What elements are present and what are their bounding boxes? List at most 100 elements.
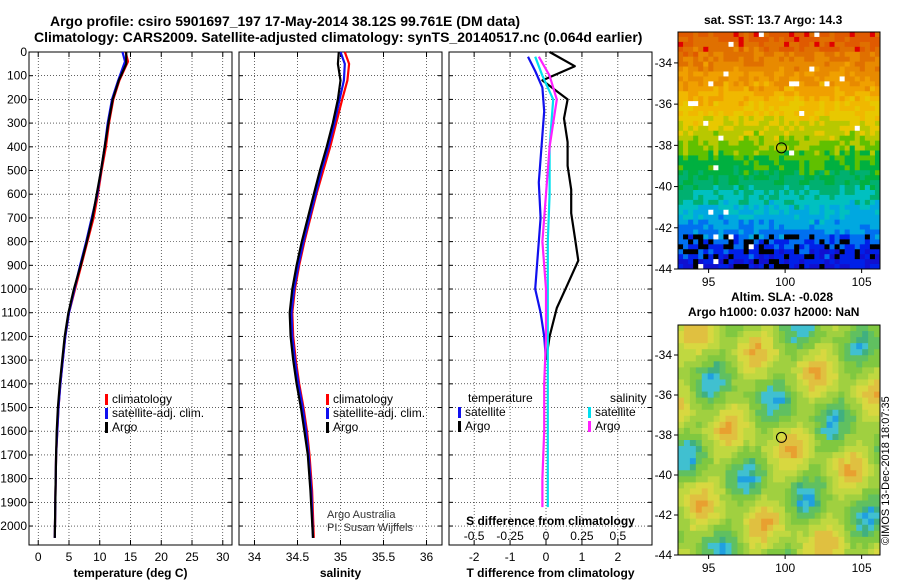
map-lat-label: -40	[655, 468, 673, 482]
legend-title-temperature: temperature	[468, 391, 533, 405]
y-tick-label: 1700	[0, 448, 27, 462]
map-lat-label: -44	[655, 262, 673, 276]
map-lon-label: 105	[852, 561, 872, 575]
y-tick-label: 800	[7, 235, 27, 249]
sst-map-frame	[677, 31, 881, 270]
legend-entry: satellite-adj. clim.	[333, 406, 425, 420]
x-top-tick-label: 0	[543, 529, 550, 543]
series-salinity-satellite	[534, 56, 555, 508]
map-lon-label: 95	[702, 561, 716, 575]
y-tick-label: 200	[7, 92, 27, 106]
annotation-text: PI: Susan Wijffels	[327, 522, 413, 534]
x-tick-label: 1	[579, 550, 586, 564]
x-top-tick-label: 0.25	[570, 529, 594, 543]
legend-entry: satellite-adj. clim.	[112, 406, 204, 420]
y-tick-label: 900	[7, 258, 27, 272]
map-lat-label: -42	[655, 221, 673, 235]
map-lat-label: -36	[655, 97, 673, 111]
legend-entry-swatch	[105, 408, 108, 419]
sla-map-title-line2: Argo h1000: 0.037 h2000: NaN	[688, 305, 860, 319]
sst-map	[677, 31, 881, 270]
x-tick-label: 30	[216, 550, 230, 564]
map-lat-label: -36	[655, 388, 673, 402]
y-tick-label: 300	[7, 116, 27, 130]
y-tick-label: 1900	[0, 495, 27, 509]
map-lat-label: -42	[655, 508, 673, 522]
y-tick-label: 1300	[0, 353, 27, 367]
x-axis-label: temperature (deg C)	[73, 566, 187, 580]
map-lon-label: 100	[775, 275, 795, 289]
x-tick-label: 25	[185, 550, 199, 564]
series-argo	[53, 52, 128, 538]
series-satellite-adj-clim-	[53, 51, 127, 538]
x-tick-label: -2	[469, 550, 480, 564]
legend-entry: satellite	[465, 405, 506, 419]
series-temperature-satellite	[527, 56, 548, 361]
y-tick-label: 1600	[0, 424, 27, 438]
map-lon-label: 100	[775, 561, 795, 575]
x-axis-label: T difference from climatology	[466, 566, 634, 580]
map-lat-label: -34	[655, 348, 673, 362]
legend-entry: climatology	[112, 392, 172, 406]
legend-entry-swatch	[326, 408, 329, 419]
chart-title-line2: Climatology: CARS2009. Satellite-adjuste…	[34, 29, 643, 45]
x-tick-label: 0	[35, 550, 42, 564]
y-tick-label: 1100	[1, 306, 27, 320]
annotation-text: Argo Australia	[327, 509, 396, 521]
legend-entry-swatch	[326, 422, 329, 433]
sla-map	[677, 324, 881, 556]
sla-map-title-line1: Altim. SLA: -0.028	[731, 290, 834, 304]
legend-entry: Argo	[333, 420, 359, 434]
map-lat-label: -44	[655, 548, 673, 562]
legend-entry-swatch	[105, 422, 108, 433]
legend-entry: satellite	[595, 405, 636, 419]
legend-entry-swatch	[105, 394, 108, 405]
y-tick-label: 500	[7, 164, 27, 178]
x-tick-label: 0	[543, 550, 550, 564]
map-lon-label: 95	[702, 275, 716, 289]
x-tick-label: 10	[93, 550, 107, 564]
y-tick-label: 600	[7, 187, 27, 201]
map-lon-label: 105	[852, 275, 872, 289]
y-tick-label: 100	[7, 69, 27, 83]
legend-entry-swatch	[588, 407, 591, 418]
legend-entry-swatch	[458, 421, 461, 432]
x-tick-label: 35.5	[372, 550, 396, 564]
x-tick-label: -1	[505, 550, 516, 564]
y-tick-label: 1500	[0, 401, 27, 415]
series-satellite-adj-clim-	[290, 51, 346, 538]
series-temperature-argo	[541, 51, 580, 361]
legend-entry-swatch	[588, 421, 591, 432]
map-lat-label: -38	[655, 138, 673, 152]
x-top-tick-label: -0.25	[496, 529, 524, 543]
legend-entry: climatology	[333, 392, 393, 406]
profile-panel-3	[448, 51, 653, 546]
legend-entry: Argo	[595, 419, 621, 433]
x-tick-label: 20	[155, 550, 169, 564]
y-tick-label: 2000	[0, 519, 27, 533]
series-climatology	[53, 51, 130, 538]
sst-map-title: sat. SST: 13.7 Argo: 14.3	[704, 13, 843, 27]
y-tick-label: 0	[20, 45, 27, 59]
y-tick-label: 1000	[0, 282, 27, 296]
series-salinity-argo	[537, 56, 558, 508]
map-lat-label: -34	[655, 56, 673, 70]
x-axis-label-top: S difference from climatology	[466, 514, 635, 528]
map-lat-label: -40	[655, 180, 673, 194]
x-top-tick-label: 0.5	[610, 529, 627, 543]
x-axis-label: salinity	[320, 566, 362, 580]
x-tick-label: 2	[615, 550, 622, 564]
x-top-tick-label: -0.5	[464, 529, 485, 543]
sla-map-frame	[677, 324, 881, 556]
y-tick-label: 1400	[0, 377, 27, 391]
x-tick-label: 5	[66, 550, 73, 564]
chart-title-line1: Argo profile: csiro 5901697_197 17-May-2…	[50, 13, 521, 29]
x-tick-label: 34.5	[286, 550, 310, 564]
series-argo	[288, 51, 342, 538]
y-tick-label: 700	[7, 211, 27, 225]
legend-entry-swatch	[326, 394, 329, 405]
legend-entry-swatch	[458, 407, 461, 418]
x-tick-label: 36	[420, 550, 434, 564]
y-tick-label: 1200	[0, 329, 27, 343]
